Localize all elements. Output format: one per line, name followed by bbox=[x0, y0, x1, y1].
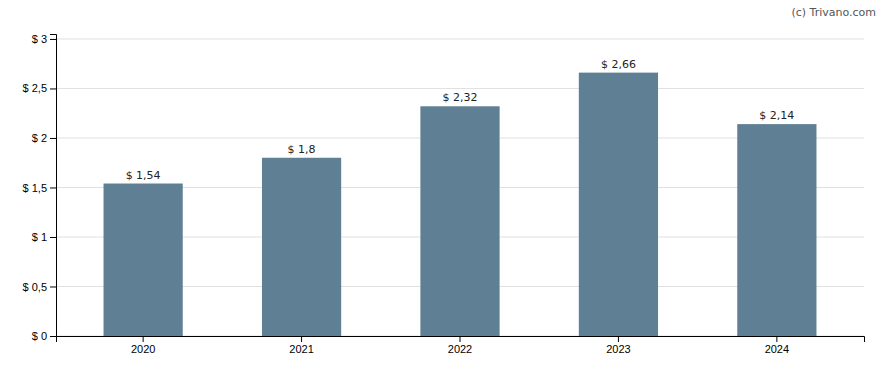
bar bbox=[104, 184, 183, 336]
tick: $ 2 bbox=[32, 132, 56, 144]
tick-mark bbox=[618, 336, 619, 342]
tick: 2023 bbox=[606, 336, 630, 355]
tick: $ 3 bbox=[32, 33, 56, 45]
data-label: $ 1,8 bbox=[288, 143, 316, 156]
axis-line bbox=[50, 35, 57, 337]
tick: 2022 bbox=[448, 336, 472, 355]
chart: $ 0$ 0,5$ 1$ 1,5$ 2$ 2,5$ 32020202120222… bbox=[0, 0, 888, 370]
tick-mark bbox=[143, 336, 144, 342]
tick-mark bbox=[50, 138, 56, 139]
tick-label: 2024 bbox=[765, 343, 789, 355]
tick-mark bbox=[460, 336, 461, 342]
axis-line bbox=[57, 337, 865, 343]
tick-mark bbox=[50, 39, 56, 40]
tick-mark bbox=[50, 286, 56, 287]
tick-label: $ 0,5 bbox=[23, 281, 47, 293]
tick-label: 2023 bbox=[606, 343, 630, 355]
tick-mark bbox=[50, 237, 56, 238]
tick-mark bbox=[50, 336, 56, 337]
tick-label: 2022 bbox=[448, 343, 472, 355]
annotation: (c) Trivano.com bbox=[791, 6, 876, 19]
tick-mark bbox=[301, 336, 302, 342]
tick-label: $ 3 bbox=[32, 33, 47, 45]
tick-label: $ 1 bbox=[32, 231, 47, 243]
tick-label: $ 0 bbox=[32, 330, 47, 342]
tick-label: $ 2,5 bbox=[23, 82, 47, 94]
tick-label: $ 2 bbox=[32, 132, 47, 144]
x-axis: 2020 2021 2022 2023 2024 bbox=[57, 336, 865, 355]
bar bbox=[262, 158, 341, 336]
tick: $ 1 bbox=[32, 231, 56, 243]
tick: $ 2,5 bbox=[23, 82, 56, 94]
grid bbox=[56, 39, 864, 336]
data-label: $ 2,14 bbox=[759, 109, 794, 122]
data-label: $ 2,66 bbox=[601, 58, 636, 71]
tick-label: $ 1,5 bbox=[23, 181, 47, 193]
data-labels: $ 1,54 $ 1,8 $ 2,32 $ 2,66 $ 2,14 bbox=[126, 58, 795, 182]
bar bbox=[579, 73, 658, 336]
tick-mark bbox=[50, 88, 56, 89]
grid-line bbox=[56, 38, 864, 39]
tick: 2024 bbox=[765, 336, 789, 355]
bars bbox=[104, 73, 817, 336]
tick-mark bbox=[776, 336, 777, 342]
tick-label: 2020 bbox=[131, 343, 155, 355]
bar bbox=[737, 124, 816, 336]
tick: 2020 bbox=[131, 336, 155, 355]
data-label: $ 2,32 bbox=[443, 91, 478, 104]
tick-mark bbox=[50, 187, 56, 188]
tick-label: 2021 bbox=[289, 343, 313, 355]
tick: $ 1,5 bbox=[23, 181, 56, 193]
data-label: $ 1,54 bbox=[126, 169, 161, 182]
tick: $ 0,5 bbox=[23, 281, 56, 293]
plot: $ 0$ 0,5$ 1$ 1,5$ 2$ 2,5$ 32020202120222… bbox=[23, 33, 865, 355]
tick: 2021 bbox=[289, 336, 313, 355]
y-axis: $ 0 $ 0,5 $ 1 $ 1,5 $ 2 $ 2,5 $ 3 bbox=[23, 33, 57, 342]
bar bbox=[420, 106, 499, 336]
tick: $ 0 bbox=[32, 330, 56, 342]
grid-line bbox=[56, 88, 864, 89]
